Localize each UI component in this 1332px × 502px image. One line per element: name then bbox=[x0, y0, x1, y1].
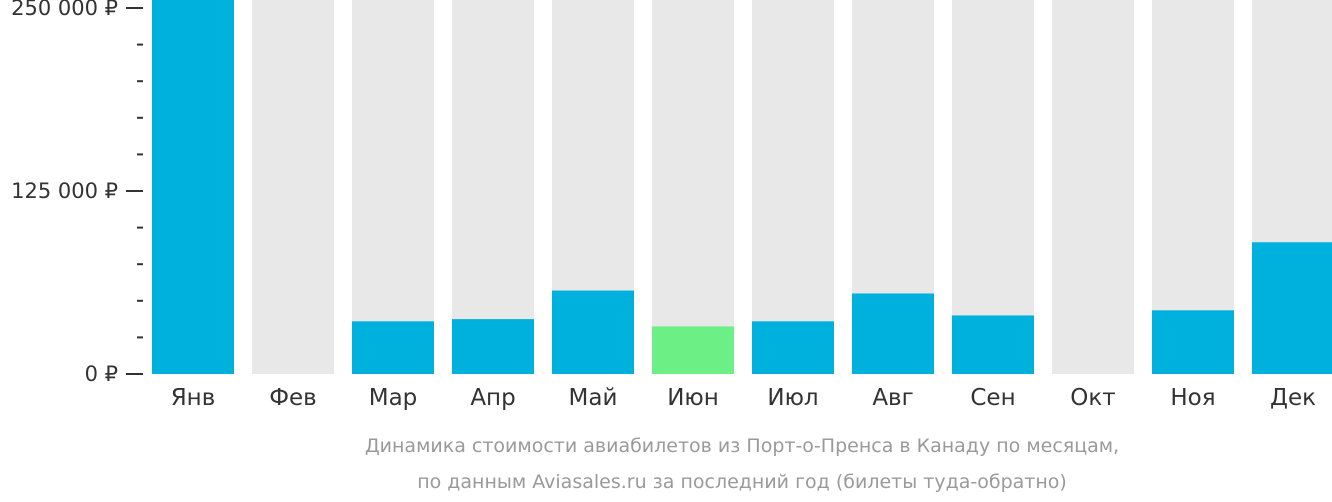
bar-background-8 bbox=[952, 0, 1034, 374]
bar-11[interactable] bbox=[1252, 242, 1332, 374]
x-tick-label: Мар bbox=[369, 385, 418, 411]
x-axis-labels: Янв Фев Мар Апр Май Июн Июл Авг Сен Окт Ноя Дек bbox=[171, 385, 1316, 411]
x-tick-label: Ноя bbox=[1170, 385, 1215, 411]
x-tick-label: Июн bbox=[667, 385, 719, 411]
x-tick-label: Июл bbox=[767, 385, 818, 411]
x-tick-label: Дек bbox=[1270, 385, 1316, 411]
bar-5[interactable] bbox=[652, 326, 734, 374]
x-tick-label: Фев bbox=[269, 385, 317, 411]
bars bbox=[152, 0, 1332, 374]
y-axis: 0 ₽ 125 000 ₽ 250 000 ₽ bbox=[11, 0, 143, 386]
x-tick-label: Авг bbox=[872, 385, 913, 411]
bar-8[interactable] bbox=[952, 315, 1034, 374]
bar-background-5 bbox=[652, 0, 734, 374]
x-tick-label: Окт bbox=[1070, 385, 1115, 411]
bar-background-2 bbox=[352, 0, 434, 374]
bar-6[interactable] bbox=[752, 321, 834, 374]
bar-background-3 bbox=[452, 0, 534, 374]
bar-7[interactable] bbox=[852, 293, 934, 374]
x-tick-label: Апр bbox=[470, 385, 515, 411]
bar-3[interactable] bbox=[452, 319, 534, 374]
y-tick-label: 125 000 ₽ bbox=[11, 179, 118, 203]
bar-background-6 bbox=[752, 0, 834, 374]
chart-caption-line-1: Динамика стоимости авиабилетов из Порт-о… bbox=[365, 435, 1119, 457]
y-tick-label: 250 000 ₽ bbox=[11, 0, 118, 20]
chart-caption-line-2: по данным Aviasales.ru за последний год … bbox=[417, 471, 1067, 493]
bar-background-1 bbox=[252, 0, 334, 374]
bar-0[interactable] bbox=[152, 0, 234, 374]
x-tick-label: Сен bbox=[970, 385, 1015, 411]
bar-4[interactable] bbox=[552, 290, 634, 374]
y-tick-label: 0 ₽ bbox=[85, 362, 118, 386]
x-tick-label: Янв bbox=[171, 385, 216, 411]
bar-10[interactable] bbox=[1152, 310, 1234, 374]
x-tick-label: Май bbox=[569, 385, 618, 411]
bar-background-9 bbox=[1052, 0, 1134, 374]
bar-2[interactable] bbox=[352, 321, 434, 374]
